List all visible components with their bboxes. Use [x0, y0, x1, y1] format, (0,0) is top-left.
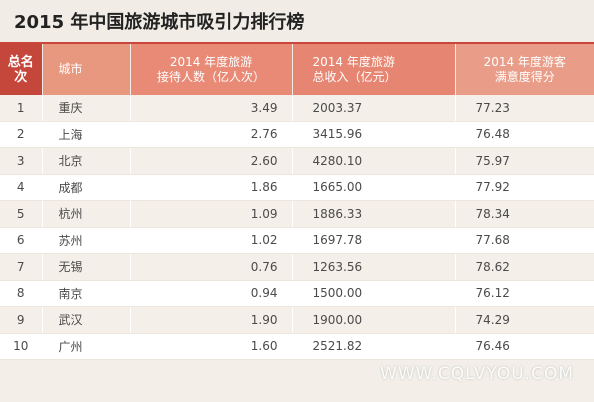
rank-cell: 9	[0, 306, 43, 334]
satisfaction-cell: 77.23	[455, 95, 594, 122]
visitors-cell: 1.60	[130, 333, 293, 360]
header-rank: 总名 次	[0, 44, 43, 95]
rank-cell: 1	[0, 95, 43, 122]
income-cell: 1263.56	[292, 253, 456, 281]
header-satisfaction-line1: 2014 年度游客	[483, 54, 566, 69]
header-row: 总名 次 城市 2014 年度旅游 接待人数（亿人次） 2014 年度旅游 总收…	[0, 44, 594, 95]
watermark: WWW.CQLVYOU.COM	[380, 364, 574, 384]
header-visitors-line2: 接待人数（亿人次）	[156, 69, 265, 84]
rank-cell: 8	[0, 280, 43, 307]
table-row: 1 重庆 3.49 2003.37 77.23	[0, 95, 594, 122]
rank-cell: 3	[0, 147, 43, 175]
header-rank-line2: 次	[14, 69, 28, 85]
income-cell: 3415.96	[292, 121, 456, 148]
visitors-cell: 3.49	[130, 95, 293, 122]
header-city: 城市	[42, 44, 131, 95]
city-cell: 南京	[42, 280, 131, 307]
satisfaction-cell: 75.97	[455, 147, 594, 175]
city-cell: 上海	[42, 121, 131, 148]
header-visitors-line1: 2014 年度旅游	[169, 54, 253, 69]
rank-cell: 7	[0, 253, 43, 281]
city-cell: 广州	[42, 333, 131, 360]
visitors-cell: 2.60	[130, 147, 293, 175]
header-satisfaction: 2014 年度游客 满意度得分	[455, 44, 594, 95]
rank-cell: 4	[0, 174, 43, 201]
header-rank-line1: 总名	[7, 54, 34, 70]
header-income: 2014 年度旅游 总收入（亿元）	[292, 44, 456, 95]
income-cell: 1886.33	[292, 200, 456, 228]
city-cell: 成都	[42, 174, 131, 201]
header-income-line2: 总收入（亿元）	[312, 69, 397, 84]
income-cell: 1665.00	[292, 174, 456, 201]
header-satisfaction-line2: 满意度得分	[494, 69, 555, 84]
visitors-cell: 0.94	[130, 280, 293, 307]
table-row: 5 杭州 1.09 1886.33 78.34	[0, 200, 594, 228]
header-visitors: 2014 年度旅游 接待人数（亿人次）	[130, 44, 293, 95]
income-cell: 1500.00	[292, 280, 456, 307]
satisfaction-cell: 76.12	[455, 280, 594, 307]
table-row: 6 苏州 1.02 1697.78 77.68	[0, 227, 594, 254]
table-row: 2 上海 2.76 3415.96 76.48	[0, 121, 594, 148]
table-header: 总名 次 城市 2014 年度旅游 接待人数（亿人次） 2014 年度旅游 总收…	[0, 44, 594, 95]
city-cell: 杭州	[42, 200, 131, 228]
table-row: 7 无锡 0.76 1263.56 78.62	[0, 253, 594, 281]
income-cell: 1900.00	[292, 306, 456, 334]
page-title: 2015 年中国旅游城市吸引力排行榜	[14, 12, 305, 33]
income-cell: 2003.37	[292, 95, 456, 122]
table-row: 8 南京 0.94 1500.00 76.12	[0, 280, 594, 307]
satisfaction-cell: 78.62	[455, 253, 594, 281]
satisfaction-cell: 76.48	[455, 121, 594, 148]
table-row: 9 武汉 1.90 1900.00 74.29	[0, 306, 594, 334]
city-cell: 武汉	[42, 306, 131, 334]
city-cell: 重庆	[42, 95, 131, 122]
visitors-cell: 1.02	[130, 227, 293, 254]
rank-cell: 2	[0, 121, 43, 148]
header-income-line1: 2014 年度旅游	[312, 54, 395, 69]
title-bar: 2015 年中国旅游城市吸引力排行榜	[0, 0, 594, 44]
visitors-cell: 0.76	[130, 253, 293, 281]
income-cell: 4280.10	[292, 147, 456, 175]
income-cell: 1697.78	[292, 227, 456, 254]
visitors-cell: 1.90	[130, 306, 293, 334]
table-row: 4 成都 1.86 1665.00 77.92	[0, 174, 594, 201]
city-cell: 北京	[42, 147, 131, 175]
rank-cell: 10	[0, 333, 43, 360]
table-row: 10 广州 1.60 2521.82 76.46	[0, 333, 594, 360]
satisfaction-cell: 77.92	[455, 174, 594, 201]
city-cell: 无锡	[42, 253, 131, 281]
satisfaction-cell: 76.46	[455, 333, 594, 360]
satisfaction-cell: 77.68	[455, 227, 594, 254]
income-cell: 2521.82	[292, 333, 456, 360]
rank-cell: 5	[0, 200, 43, 228]
ranking-table: 总名 次 城市 2014 年度旅游 接待人数（亿人次） 2014 年度旅游 总收…	[0, 44, 594, 360]
visitors-cell: 2.76	[130, 121, 293, 148]
city-cell: 苏州	[42, 227, 131, 254]
table-body: 1 重庆 3.49 2003.37 77.23 2 上海 2.76 3415.96 76.48 3 北…	[0, 95, 594, 360]
table-row: 3 北京 2.60 4280.10 75.97	[0, 147, 594, 175]
satisfaction-cell: 74.29	[455, 306, 594, 334]
header-city-line1: 城市	[58, 62, 83, 76]
visitors-cell: 1.09	[130, 200, 293, 228]
visitors-cell: 1.86	[130, 174, 293, 201]
satisfaction-cell: 78.34	[455, 200, 594, 228]
rank-cell: 6	[0, 227, 43, 254]
